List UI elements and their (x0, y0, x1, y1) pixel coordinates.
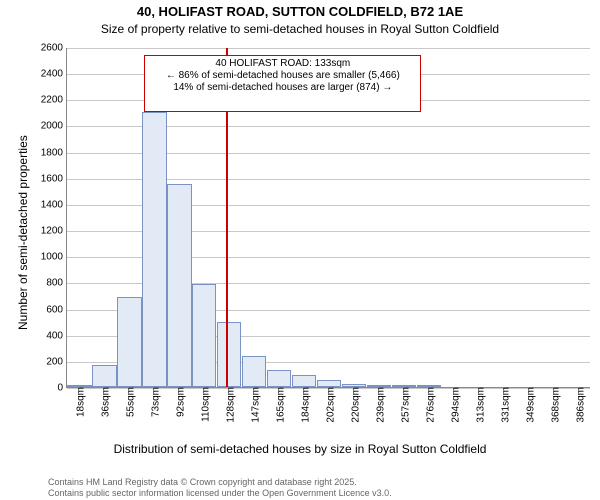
annotation-line: 40 HOLIFAST ROAD: 133sqm (149, 58, 416, 70)
x-tick-label: 147sqm (247, 387, 262, 423)
x-tick-label: 257sqm (396, 387, 411, 423)
histogram-bar (92, 365, 116, 387)
grid-line (67, 48, 590, 49)
x-tick-label: 128sqm (222, 387, 237, 423)
histogram-bar (217, 322, 241, 387)
y-tick-label: 1000 (41, 252, 67, 263)
histogram-bar (292, 375, 316, 387)
histogram-bar (192, 284, 216, 387)
y-tick-label: 1600 (41, 173, 67, 184)
x-tick-label: 294sqm (446, 387, 461, 423)
x-tick-label: 55sqm (122, 387, 137, 417)
y-tick-label: 2200 (41, 95, 67, 106)
chart-subtitle: Size of property relative to semi-detach… (0, 22, 600, 36)
credits-line-2: Contains public sector information licen… (48, 488, 600, 498)
y-tick-label: 1800 (41, 147, 67, 158)
x-tick-label: 220sqm (346, 387, 361, 423)
x-tick-label: 36sqm (97, 387, 112, 417)
histogram-bar (242, 356, 266, 387)
y-tick-label: 200 (46, 356, 67, 367)
annotation-box: 40 HOLIFAST ROAD: 133sqm← 86% of semi-de… (144, 55, 421, 113)
y-tick-label: 1400 (41, 199, 67, 210)
x-tick-label: 368sqm (546, 387, 561, 423)
histogram-bar (142, 112, 166, 387)
x-tick-label: 313sqm (471, 387, 486, 423)
x-axis-label: Distribution of semi-detached houses by … (0, 442, 600, 456)
y-tick-label: 2400 (41, 69, 67, 80)
y-tick-label: 1200 (41, 226, 67, 237)
y-tick-label: 2600 (41, 43, 67, 54)
x-tick-label: 349sqm (521, 387, 536, 423)
y-tick-label: 800 (46, 278, 67, 289)
x-tick-label: 331sqm (496, 387, 511, 423)
y-tick-label: 2000 (41, 121, 67, 132)
x-tick-label: 92sqm (172, 387, 187, 417)
y-tick-label: 400 (46, 330, 67, 341)
x-tick-label: 110sqm (197, 387, 212, 422)
x-tick-label: 276sqm (421, 387, 436, 423)
y-axis-label: Number of semi-detached properties (16, 135, 30, 330)
x-tick-label: 18sqm (72, 387, 87, 417)
credits: Contains HM Land Registry data © Crown c… (48, 477, 600, 498)
y-tick-label: 600 (46, 304, 67, 315)
y-tick-label: 0 (57, 383, 67, 394)
histogram-bar (117, 297, 141, 387)
annotation-line: ← 86% of semi-detached houses are smalle… (149, 70, 416, 82)
credits-line-1: Contains HM Land Registry data © Crown c… (48, 477, 600, 487)
x-tick-label: 73sqm (147, 387, 162, 417)
x-tick-label: 386sqm (571, 387, 586, 423)
x-tick-label: 184sqm (297, 387, 312, 423)
annotation-line: 14% of semi-detached houses are larger (… (149, 82, 416, 94)
plot-area: 0200400600800100012001400160018002000220… (66, 48, 590, 388)
x-tick-label: 239sqm (371, 387, 386, 423)
histogram-bar (167, 184, 191, 387)
histogram-bar (267, 370, 291, 387)
chart-title: 40, HOLIFAST ROAD, SUTTON COLDFIELD, B72… (0, 4, 600, 19)
x-tick-label: 202sqm (322, 387, 337, 423)
x-tick-label: 165sqm (272, 387, 287, 423)
